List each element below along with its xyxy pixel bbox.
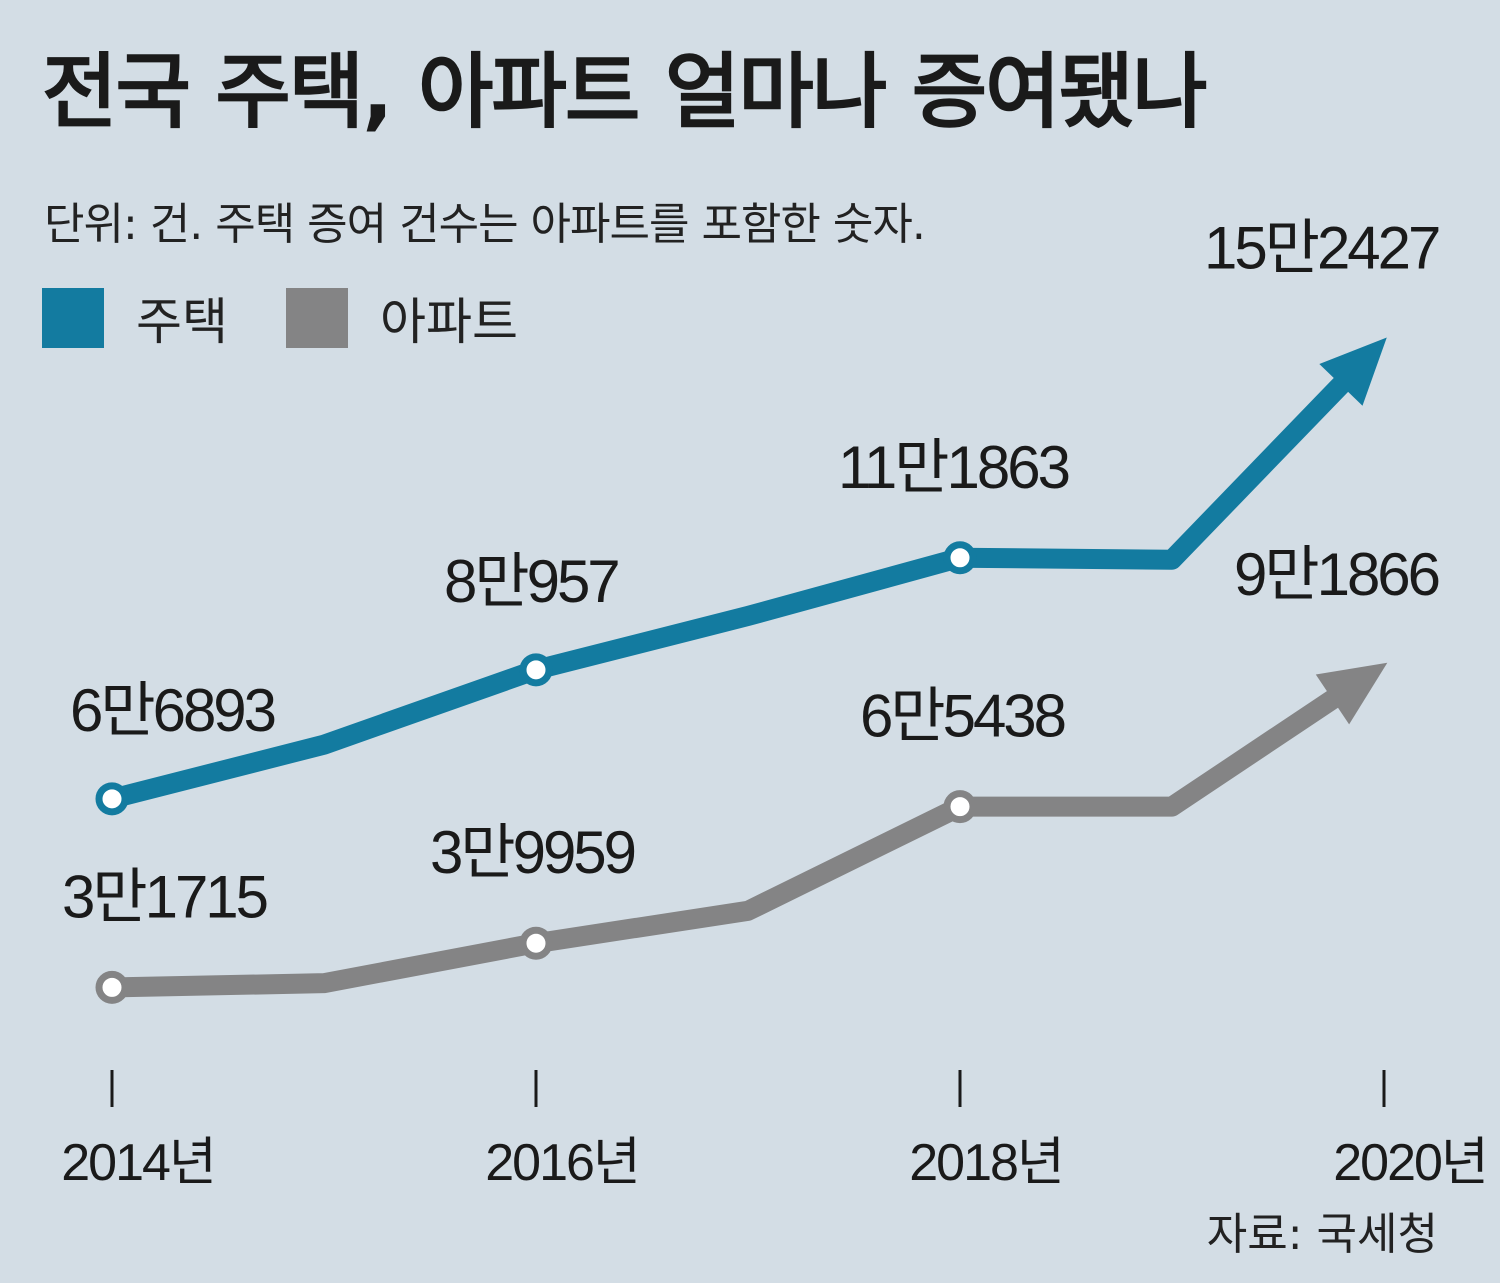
x-tick-label: 2020년: [1333, 1134, 1487, 1192]
data-label: 6만6893: [70, 677, 275, 744]
legend-label-apartment: 아파트: [380, 293, 518, 351]
legend-item-housing: 주택: [42, 282, 228, 354]
point-marker: [943, 541, 977, 575]
data-label: 9만1866: [1234, 541, 1439, 608]
point-marker: [943, 790, 977, 824]
data-label: 15만2427: [1204, 214, 1439, 281]
point-marker: [95, 782, 129, 816]
chart-subtitle: 단위: 건. 주택 증여 건수는 아파트를 포함한 숫자.: [44, 199, 926, 250]
x-tick-label: 2014년: [61, 1134, 215, 1192]
data-label: 8만957: [444, 548, 618, 615]
legend-item-apartment: 아파트: [286, 282, 518, 354]
legend-label-housing: 주택: [136, 293, 228, 351]
point-marker: [519, 653, 553, 687]
legend: 주택 아파트: [42, 282, 576, 354]
series-line-1: [102, 689, 1343, 998]
point-marker: [519, 926, 553, 960]
data-label: 3만1715: [62, 863, 267, 930]
x-tick-label: 2016년: [485, 1134, 639, 1192]
x-tick-label: 2018년: [909, 1134, 1063, 1192]
source-note: 자료: 국세청: [1206, 1209, 1438, 1260]
series-arrow-0: [1319, 337, 1387, 406]
data-label: 3만9959: [430, 819, 635, 886]
series-line-0: [102, 374, 1351, 809]
point-marker: [95, 970, 129, 1004]
chart-title: 전국 주택, 아파트 얼마나 증여됐나: [42, 45, 1208, 140]
series-arrow-1: [1315, 662, 1388, 725]
data-label: 6만5438: [860, 683, 1065, 750]
data-label: 11만1863: [838, 434, 1069, 501]
legend-swatch-apartment: [286, 288, 348, 348]
legend-swatch-housing: [42, 288, 104, 348]
